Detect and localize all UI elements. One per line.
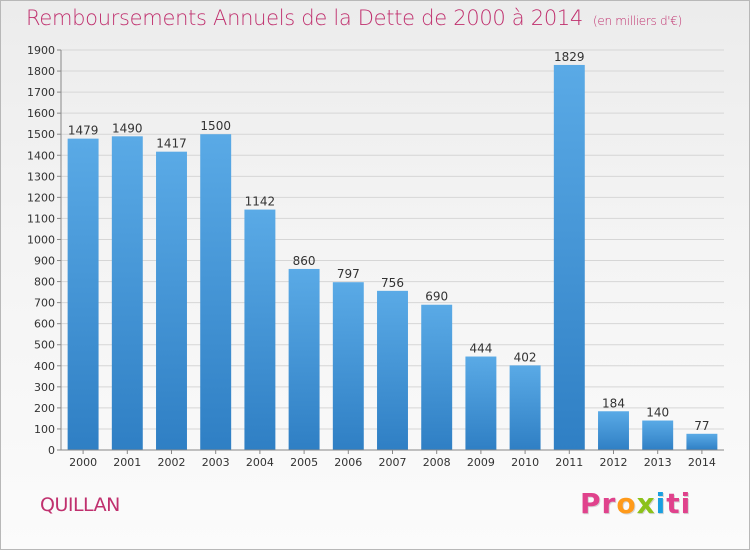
y-tick-label: 500 [34, 339, 55, 352]
y-tick-label: 1400 [27, 149, 55, 162]
bar-2001 [111, 136, 143, 450]
logo-part-1: o [616, 487, 637, 520]
logo-part-3: i [655, 487, 667, 520]
bar-value-label: 756 [381, 276, 404, 290]
bar-value-label: 77 [694, 419, 709, 433]
x-tick-label: 2006 [334, 456, 362, 469]
bar-2012 [598, 411, 629, 450]
bar-value-label: 140 [646, 406, 669, 420]
bar-value-label: 1490 [112, 121, 143, 135]
x-tick-label: 2007 [379, 456, 407, 469]
y-tick-label: 800 [34, 276, 55, 289]
logo-part-2: x [636, 487, 656, 520]
x-tick-label: 2008 [423, 456, 451, 469]
x-axis: 2000 2001 2002 2003 2004 2005 2006 2007 2008 2009… [61, 449, 724, 469]
y-tick-label: 100 [34, 423, 55, 436]
y-axis: 0 100 200 300 400 500 600 700 800 900 1000 1100 1200… [27, 44, 62, 457]
y-tick-label: 1500 [27, 128, 55, 141]
y-tick-label: 1100 [27, 212, 55, 225]
y-tick-label: 1200 [27, 191, 55, 204]
bar-2013 [642, 420, 674, 450]
bar-2009 [465, 356, 497, 450]
y-tick-label: 1800 [27, 65, 55, 78]
x-tick-label: 2012 [600, 456, 628, 469]
bar-2004 [244, 209, 276, 450]
bar-value-label: 1829 [554, 50, 585, 64]
x-tick-label: 2000 [69, 456, 97, 469]
x-tick-label: 2005 [290, 456, 318, 469]
bar-2014 [686, 433, 718, 450]
bar-2002 [156, 151, 187, 450]
bar-value-label: 797 [337, 267, 360, 281]
chart-unit: (en milliers d'€) [593, 14, 683, 28]
y-tick-label: 400 [34, 360, 55, 373]
bar-value-label: 444 [469, 342, 492, 356]
bar-2005 [288, 268, 320, 450]
bar-value-label: 1479 [68, 124, 99, 138]
x-tick-label: 2014 [688, 456, 716, 469]
x-tick-label: 2004 [246, 456, 274, 469]
commune-name: QUILLAN [40, 494, 120, 516]
bar-value-label: 690 [425, 290, 448, 304]
y-tick-label: 1000 [27, 233, 55, 246]
x-tick-label: 2002 [158, 456, 186, 469]
y-tick-label: 1300 [27, 170, 55, 183]
bar-2007 [377, 290, 408, 450]
bar-2003 [200, 134, 232, 451]
bars: 1479 1490 1417 1500 1142 860 797 756 690 444 402 18… [67, 50, 718, 451]
bar-2010 [509, 365, 541, 450]
y-tick-label: 1900 [27, 44, 55, 57]
x-tick-label: 2001 [113, 456, 141, 469]
proxiti-logo[interactable]: Proxiti [580, 487, 691, 520]
chart-title-text: Remboursements Annuels de la Dette de 20… [26, 6, 583, 30]
bar-2000 [67, 138, 99, 450]
logo-part-4: ti [666, 487, 692, 520]
x-tick-label: 2009 [467, 456, 495, 469]
x-tick-label: 2013 [644, 456, 672, 469]
bar-value-label: 1417 [156, 137, 187, 151]
y-tick-label: 200 [34, 402, 55, 415]
x-tick-label: 2011 [555, 456, 583, 469]
chart-title: Remboursements Annuels de la Dette de 20… [26, 6, 682, 30]
bar-value-label: 1142 [245, 195, 276, 209]
logo-part-0: Pr [580, 487, 617, 520]
y-tick-label: 1700 [27, 86, 55, 99]
bar-value-label: 184 [602, 396, 625, 410]
x-tick-label: 2010 [511, 456, 539, 469]
bar-2008 [421, 304, 453, 450]
bar-value-label: 860 [293, 254, 316, 268]
bar-2011 [553, 64, 585, 451]
bar-value-label: 1500 [200, 119, 231, 133]
bar-value-label: 402 [514, 350, 537, 364]
y-tick-label: 600 [34, 318, 55, 331]
y-tick-label: 700 [34, 297, 55, 310]
bar-2006 [332, 282, 364, 450]
y-tick-label: 1600 [27, 107, 55, 120]
y-tick-label: 0 [48, 444, 55, 457]
y-tick-label: 300 [34, 381, 55, 394]
x-tick-label: 2003 [202, 456, 230, 469]
y-tick-label: 900 [34, 255, 55, 268]
